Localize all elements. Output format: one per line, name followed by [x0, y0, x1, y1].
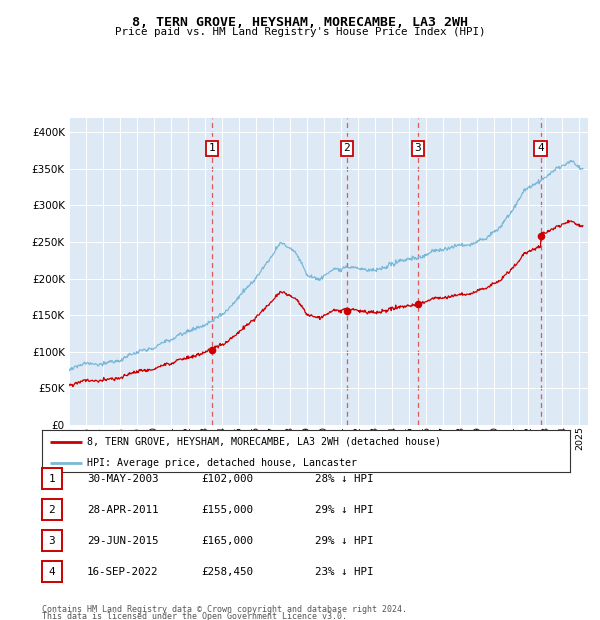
Text: £155,000: £155,000	[201, 505, 253, 515]
Text: 1: 1	[49, 474, 55, 484]
Text: 2: 2	[343, 143, 350, 154]
Text: 28-APR-2011: 28-APR-2011	[87, 505, 158, 515]
Text: Price paid vs. HM Land Registry's House Price Index (HPI): Price paid vs. HM Land Registry's House …	[115, 27, 485, 37]
Text: Contains HM Land Registry data © Crown copyright and database right 2024.: Contains HM Land Registry data © Crown c…	[42, 605, 407, 614]
Text: £165,000: £165,000	[201, 536, 253, 546]
Text: 16-SEP-2022: 16-SEP-2022	[87, 567, 158, 577]
Text: 1: 1	[209, 143, 215, 154]
Text: 2: 2	[49, 505, 55, 515]
Text: HPI: Average price, detached house, Lancaster: HPI: Average price, detached house, Lanc…	[87, 458, 357, 467]
Text: 29% ↓ HPI: 29% ↓ HPI	[315, 505, 373, 515]
Text: This data is licensed under the Open Government Licence v3.0.: This data is licensed under the Open Gov…	[42, 613, 347, 620]
Text: 30-MAY-2003: 30-MAY-2003	[87, 474, 158, 484]
Text: 23% ↓ HPI: 23% ↓ HPI	[315, 567, 373, 577]
Text: £102,000: £102,000	[201, 474, 253, 484]
Text: 4: 4	[49, 567, 55, 577]
Text: 28% ↓ HPI: 28% ↓ HPI	[315, 474, 373, 484]
Text: 3: 3	[49, 536, 55, 546]
Text: £258,450: £258,450	[201, 567, 253, 577]
Text: 3: 3	[414, 143, 421, 154]
Text: 29-JUN-2015: 29-JUN-2015	[87, 536, 158, 546]
Text: 8, TERN GROVE, HEYSHAM, MORECAMBE, LA3 2WH: 8, TERN GROVE, HEYSHAM, MORECAMBE, LA3 2…	[132, 16, 468, 29]
Text: 4: 4	[537, 143, 544, 154]
Text: 29% ↓ HPI: 29% ↓ HPI	[315, 536, 373, 546]
Text: 8, TERN GROVE, HEYSHAM, MORECAMBE, LA3 2WH (detached house): 8, TERN GROVE, HEYSHAM, MORECAMBE, LA3 2…	[87, 436, 441, 446]
